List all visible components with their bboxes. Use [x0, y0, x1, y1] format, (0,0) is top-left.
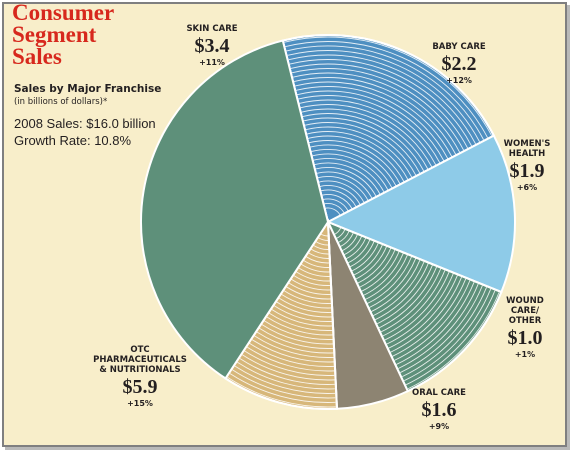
slice-label-name: ORAL CARE [412, 388, 466, 398]
slice-label-oral-care: ORAL CARE$1.6+9% [412, 388, 466, 431]
chart-subtitle: Sales by Major Franchise [14, 83, 162, 95]
slice-label-name: SKIN CARE [186, 24, 237, 34]
slice-label-skin-care: SKIN CARE$3.4+11% [186, 24, 237, 67]
slice-value-label: $1.6 [422, 399, 457, 421]
slice-label-name: BABY CARE [432, 42, 486, 52]
chart-title: Consumer Segment Sales [12, 0, 115, 69]
pie-slice-oral-care [224, 218, 339, 410]
pie-slice-skin-care [281, 33, 496, 224]
slice-growth-label: +1% [515, 350, 535, 359]
slice-label-name: OTC PHARMACEUTICALS & NUTRITIONALS [93, 345, 187, 375]
growth-rate-annotation: Growth Rate: 10.8% [14, 133, 132, 148]
slice-value-label: $5.9 [123, 376, 158, 398]
slice-label-name: WOUND CARE/OTHER [506, 296, 544, 326]
slice-label-wound-care-other: WOUND CARE/OTHER$1.0+1% [506, 296, 544, 359]
slice-growth-label: +15% [127, 399, 153, 408]
slice-label-name: WOMEN'S HEALTH [504, 139, 551, 159]
slice-growth-label: +9% [429, 422, 449, 431]
slice-label-otc-pharmaceuticals-nutritionals: OTC PHARMACEUTICALS & NUTRITIONALS$5.9+15% [93, 345, 187, 408]
sales-total-annotation: 2008 Sales: $16.0 billion [14, 116, 156, 131]
chart-subtitle-note: (in billions of dollars)* [14, 97, 108, 107]
pie-slice-women-s-health [326, 220, 503, 393]
slice-value-label: $1.0 [508, 327, 543, 349]
slice-value-label: $3.4 [195, 35, 230, 57]
slice-label-women-s-health: WOMEN'S HEALTH$1.9+6% [504, 139, 551, 192]
slice-growth-label: +6% [517, 183, 537, 192]
slice-growth-label: +12% [446, 76, 472, 85]
slice-label-baby-care: BABY CARE$2.2+12% [432, 42, 486, 85]
slice-growth-label: +11% [199, 58, 225, 67]
pie-slice-otc-pharmaceuticals-nutritionals [140, 39, 330, 380]
pie-slice-baby-care [325, 134, 516, 294]
slice-value-label: $1.9 [510, 160, 545, 182]
slice-value-label: $2.2 [442, 53, 477, 75]
